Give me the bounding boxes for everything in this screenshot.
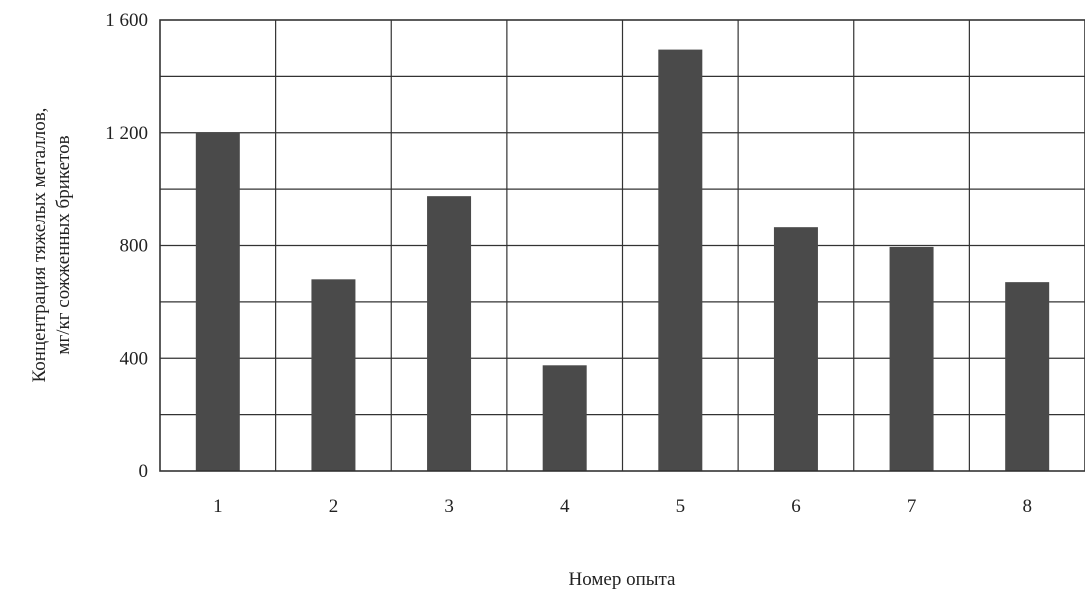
bars <box>195 49 1050 472</box>
x-axis-title: Номер опыта <box>569 569 677 590</box>
bar-1 <box>195 132 240 471</box>
bar-6 <box>773 227 818 471</box>
x-tick-label: 7 <box>907 496 917 517</box>
bar-5 <box>658 49 703 472</box>
x-tick-label: 1 <box>213 496 223 517</box>
y-tick-label: 1 200 <box>105 123 148 144</box>
x-tick-label: 5 <box>676 496 686 517</box>
x-tick-label: 4 <box>560 496 570 517</box>
bar-4 <box>542 365 587 471</box>
y-axis-title-line1: Концентрация тяжелых металлов, <box>29 108 50 383</box>
x-tick-label: 8 <box>1022 496 1032 517</box>
y-tick-labels: 0 400 800 1 200 1 600 <box>105 10 148 482</box>
y-tick-label: 0 <box>139 461 149 482</box>
plot-frame <box>159 19 1085 472</box>
bar-2 <box>311 279 356 471</box>
grid <box>160 20 1085 471</box>
y-tick-label: 1 600 <box>105 10 148 31</box>
y-axis-title: Концентрация тяжелых металлов, мг/кг сож… <box>29 108 74 383</box>
bar-7 <box>889 246 934 471</box>
x-tick-labels: 1 2 3 4 5 6 7 8 <box>213 496 1032 517</box>
y-axis-title-line2: мг/кг сожженных брикетов <box>53 135 74 354</box>
bar-3 <box>427 196 472 471</box>
bar-8 <box>1005 282 1050 471</box>
x-tick-label: 3 <box>444 496 454 517</box>
x-tick-label: 2 <box>329 496 339 517</box>
x-tick-label: 6 <box>791 496 801 517</box>
y-tick-label: 800 <box>120 236 149 257</box>
y-tick-label: 400 <box>120 348 149 369</box>
